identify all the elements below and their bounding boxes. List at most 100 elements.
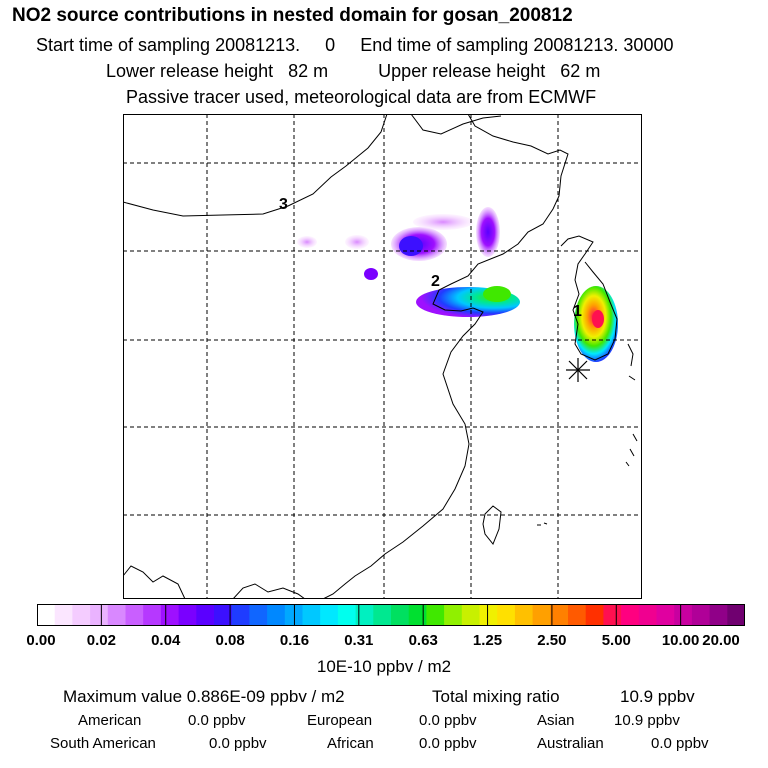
colorbar-swatch [444, 604, 463, 626]
upper-height-value: 62 m [560, 61, 601, 81]
marker-label-3: 3 [279, 196, 288, 213]
colorbar-tick-label: 0.00 [26, 632, 56, 649]
upper-height-label: Upper release height [378, 61, 546, 81]
colorbar-swatch [231, 604, 250, 626]
map-title: NO2 source contributions in nested domai… [12, 5, 573, 26]
colorbar-swatch [603, 604, 622, 626]
plume-northeast [476, 207, 500, 257]
colorbar-swatch [674, 604, 693, 626]
colorbar-swatch [37, 604, 56, 626]
colorbar-swatch [267, 604, 286, 626]
marker-label-2: 2 [431, 273, 440, 290]
region-name-african: African [327, 735, 374, 752]
region-name-australian: Australian [537, 735, 604, 752]
colorbar-swatch [107, 604, 127, 626]
region-name-asian: Asian [537, 712, 575, 729]
colorbar-tick-label: 0.08 [215, 632, 245, 649]
colorbar-tick-label: 2.50 [537, 632, 567, 649]
plume-shandong-hot [483, 286, 511, 302]
receptor-asterisk-icon [566, 358, 590, 382]
colorbar-swatch [479, 604, 498, 626]
colorbar-swatch [585, 604, 604, 626]
total-mixing-line: Total mixing ratio [432, 687, 560, 707]
max-value: 0.886E-09 ppbv / m2 [186, 687, 345, 706]
colorbar-swatch [196, 604, 215, 626]
colorbar-swatch [90, 604, 109, 626]
colorbar-swatch [691, 604, 711, 626]
plume-korea-hot [592, 310, 604, 328]
region-name-american: American [78, 712, 142, 729]
coastlines [122, 113, 638, 600]
region-value-african: 0.0 ppbv [419, 735, 477, 752]
colorbar-swatch [302, 604, 321, 626]
colorbar-swatch [426, 604, 445, 626]
colorbar-swatch [320, 604, 339, 626]
map-panel: 3 2 1 [122, 113, 642, 600]
max-value-line: Maximum value 0.886E-09 ppbv / m2 [63, 687, 345, 707]
total-mixing-label: Total mixing ratio [432, 687, 560, 706]
colorbar-swatch [391, 604, 410, 626]
marker-label-1: 1 [573, 303, 582, 320]
colorbar-swatch [143, 604, 162, 626]
start-time-value: 20081213. 0 [215, 35, 336, 55]
colorbar-tick-label: 0.63 [408, 632, 438, 649]
plume-faint-north [413, 214, 473, 230]
tracer-note: Passive tracer used, meteorological data… [126, 87, 597, 107]
plume-beijing-core [399, 236, 423, 256]
start-time-label: Start time of sampling [36, 35, 211, 55]
region-value-asian: 10.9 ppbv [614, 712, 680, 729]
colorbar-tick-label: 0.16 [279, 632, 310, 649]
plume-west-faint [297, 236, 317, 248]
colorbar-swatch [249, 604, 268, 626]
colorbar-swatch [214, 604, 233, 626]
plume-west-small [345, 235, 369, 249]
sampling-times-line: Start time of sampling 20081213. 0 End t… [36, 36, 673, 54]
colorbar-tick-label: 0.31 [344, 632, 374, 649]
colorbar-swatch [337, 604, 357, 626]
colorbar-swatch [638, 604, 658, 626]
total-mixing-value: 10.9 ppbv [620, 687, 695, 706]
colorbar-swatch [621, 604, 640, 626]
concentration-plumes [297, 207, 618, 362]
release-heights-line: Lower release height 82 m Upper release … [106, 62, 600, 80]
colorbar-swatch [355, 604, 374, 626]
colorbar-swatch [461, 604, 481, 626]
region-value-american: 0.0 ppbv [188, 712, 246, 729]
map-frame [123, 114, 642, 599]
colorbar-swatch [727, 604, 746, 626]
colorbar-tick-label: 5.00 [601, 632, 631, 649]
region-value-south-american: 0.0 ppbv [209, 735, 267, 752]
colorbar-swatch [709, 604, 728, 626]
lower-height-label: Lower release height [106, 61, 274, 81]
end-time-label: End time of sampling [360, 35, 529, 55]
colorbar-swatch [54, 604, 73, 626]
colorbar-swatch [408, 604, 427, 626]
region-name-south-american: South American [50, 735, 156, 752]
colorbar-border [37, 604, 745, 626]
colorbar-tick-label: 10.00 [661, 632, 700, 649]
graticule [123, 114, 642, 599]
colorbar-swatch [178, 604, 197, 626]
colorbar-swatch [656, 604, 675, 626]
plume-isolated [364, 268, 378, 280]
colorbar-units: 10E-10 ppbv / m2 [316, 657, 452, 676]
colorbar-swatch [125, 604, 144, 626]
region-value-european: 0.0 ppbv [419, 712, 477, 729]
colorbar [37, 604, 746, 626]
colorbar-swatch [497, 604, 516, 626]
region-name-european: European [307, 712, 373, 729]
lower-height-value: 82 m [288, 61, 329, 81]
region-value-australian: 0.0 ppbv [651, 735, 709, 752]
colorbar-tick-label: 0.02 [86, 632, 116, 649]
colorbar-swatch [72, 604, 91, 626]
end-time-value: 20081213. 30000 [533, 35, 674, 55]
colorbar-swatch [160, 604, 180, 626]
colorbar-tick-label: 0.04 [151, 632, 181, 649]
colorbar-tick-label: 20.00 [702, 632, 740, 649]
colorbar-swatch [568, 604, 587, 626]
colorbar-tick-label: 1.25 [472, 632, 503, 649]
colorbar-swatch [514, 604, 534, 626]
colorbar-swatch [550, 604, 569, 626]
max-value-label: Maximum value [63, 687, 183, 706]
colorbar-swatch [373, 604, 392, 626]
